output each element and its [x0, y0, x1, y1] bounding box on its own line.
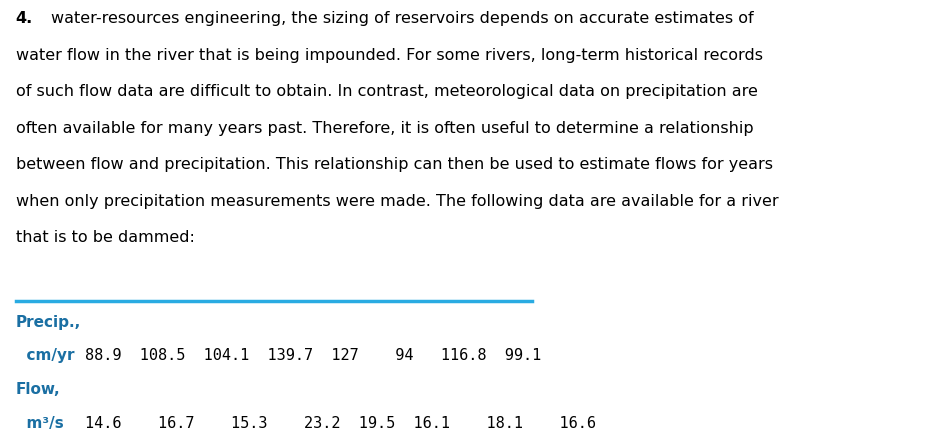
Text: water-resources engineering, the sizing of reservoirs depends on accurate estima: water-resources engineering, the sizing …	[51, 11, 754, 26]
Text: often available for many years past. Therefore, it is often useful to determine : often available for many years past. The…	[16, 121, 754, 136]
Text: Flow,: Flow,	[16, 382, 60, 397]
Text: m³/s: m³/s	[16, 416, 64, 431]
Text: between flow and precipitation. This relationship can then be used to estimate f: between flow and precipitation. This rel…	[16, 157, 772, 172]
Text: when only precipitation measurements were made. The following data are available: when only precipitation measurements wer…	[16, 194, 779, 209]
Text: that is to be dammed:: that is to be dammed:	[16, 230, 194, 245]
Text: 4.: 4.	[16, 11, 33, 26]
Text: cm/yr: cm/yr	[16, 348, 74, 363]
Text: Precip.,: Precip.,	[16, 315, 81, 330]
Text: water flow in the river that is being impounded. For some rivers, long-term hist: water flow in the river that is being im…	[16, 48, 763, 62]
Text: 88.9  108.5  104.1  139.7  127    94   116.8  99.1: 88.9 108.5 104.1 139.7 127 94 116.8 99.1	[85, 348, 542, 363]
Text: 14.6    16.7    15.3    23.2  19.5  16.1    18.1    16.6: 14.6 16.7 15.3 23.2 19.5 16.1 18.1 16.6	[85, 416, 596, 431]
Text: of such flow data are difficult to obtain. In contrast, meteorological data on p: of such flow data are difficult to obtai…	[16, 84, 757, 99]
